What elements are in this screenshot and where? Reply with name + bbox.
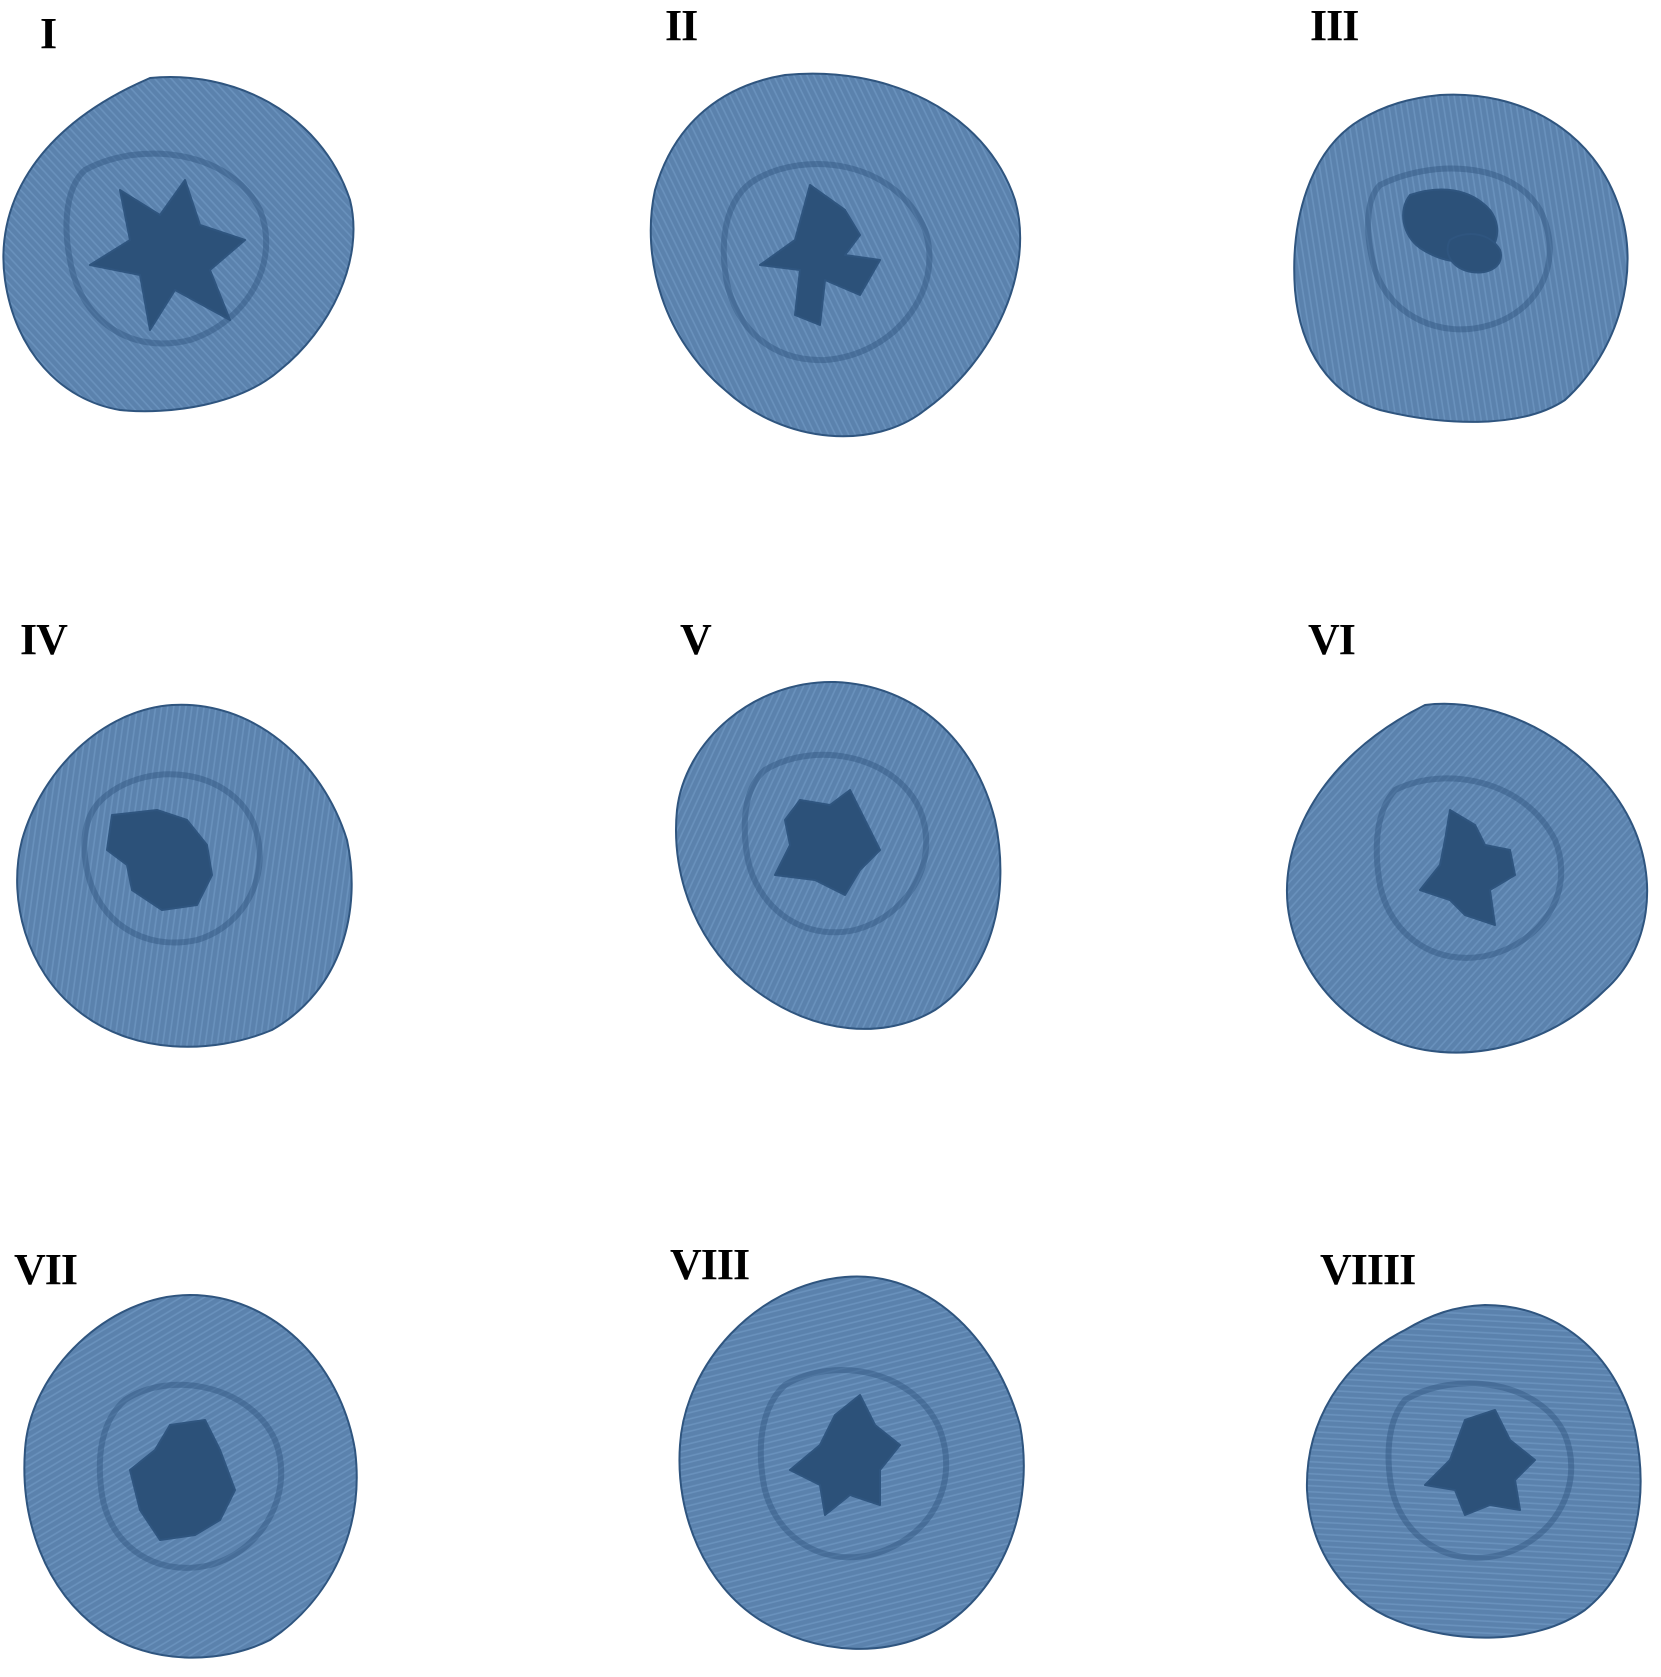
panel-label: IV [20, 615, 68, 664]
blueberry-image [1305, 1303, 1642, 1639]
panel-label: VIIII [1320, 1245, 1416, 1294]
panel-label: V [680, 615, 712, 664]
panel-label: VI [1308, 615, 1356, 664]
panel-label: VIII [670, 1240, 750, 1289]
blueberry-image [16, 703, 353, 1048]
blueberry-image [678, 1275, 1025, 1650]
blueberry-image [23, 1293, 358, 1659]
blueberry-image [1293, 93, 1629, 423]
blueberry-image [649, 72, 1022, 438]
panel-label: VII [14, 1245, 78, 1294]
blueberry-image [675, 680, 1002, 1030]
panel-label: I [40, 9, 57, 58]
blueberry-image [1286, 702, 1649, 1054]
panel-label: II [665, 1, 698, 50]
blueberry-image [2, 76, 355, 413]
panel-label: III [1310, 1, 1359, 50]
